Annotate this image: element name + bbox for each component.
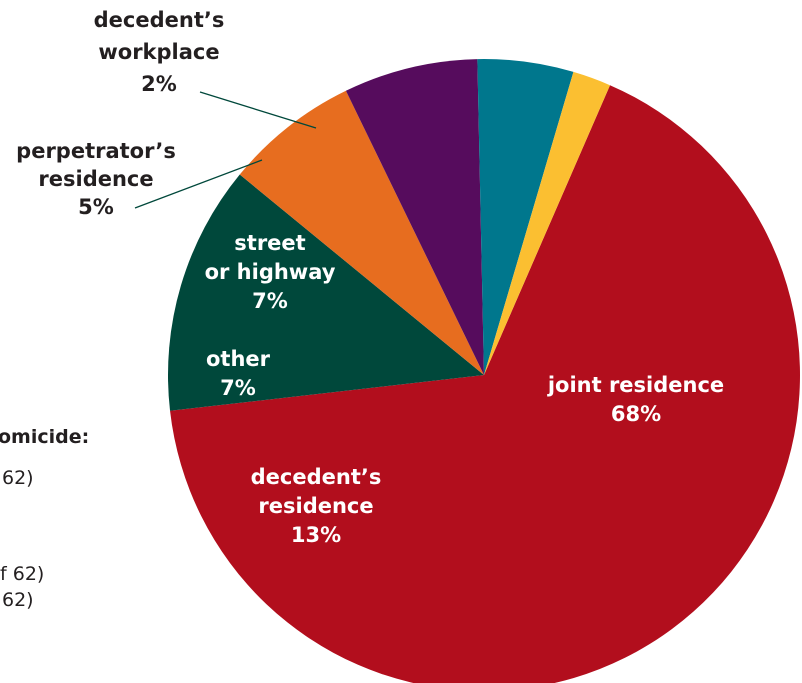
slice-label: street or highway 7% (205, 231, 336, 313)
side-line-3: 62) (2, 589, 34, 611)
slice-label-line: 5% (78, 195, 114, 219)
pie-slice (477, 58, 574, 375)
slice-label: other 7% (206, 347, 271, 400)
side-line-1: 62) (2, 467, 34, 489)
slice-label-line: joint residence (547, 373, 724, 397)
slice-label-line: perpetrator’s (16, 139, 176, 163)
slice-label: joint residence 68% (547, 373, 724, 426)
side-heading: omicide: (0, 426, 89, 448)
pie-slices (167, 58, 800, 683)
slice-label-line: 2% (141, 72, 177, 96)
slice-label-line: residence (38, 167, 153, 191)
slice-label-line: or highway (205, 260, 336, 284)
slice-label-line: 13% (291, 523, 341, 547)
leader-line (199, 91, 317, 129)
slice-label-line: other (206, 347, 271, 371)
slice-label-line: 68% (611, 402, 661, 426)
slice-label-line: decedent’s (94, 8, 225, 32)
side-line-2: f 62) (0, 563, 44, 585)
slice-label-line: workplace (98, 40, 219, 64)
slice-label: perpetrator’s residence 5% (16, 139, 176, 219)
slice-label-line: decedent’s (251, 465, 382, 489)
pie-slice (239, 90, 484, 376)
slice-label-line: residence (258, 494, 373, 518)
slice-label-line: 7% (252, 289, 288, 313)
pie-slice (484, 71, 610, 376)
slice-labels: joint residence 68% decedent’s residence 13%… (16, 8, 724, 547)
slice-label-line: 7% (220, 376, 256, 400)
slice-label-line: street (234, 231, 305, 255)
slice-label: decedent’s workplace 2% (94, 8, 225, 96)
leader-line (134, 159, 263, 209)
slice-label: decedent’s residence 13% (251, 465, 382, 547)
pie-slice (167, 174, 484, 411)
leader-lines (134, 91, 317, 209)
pie-slice (170, 85, 800, 683)
pie-slice (345, 59, 484, 375)
